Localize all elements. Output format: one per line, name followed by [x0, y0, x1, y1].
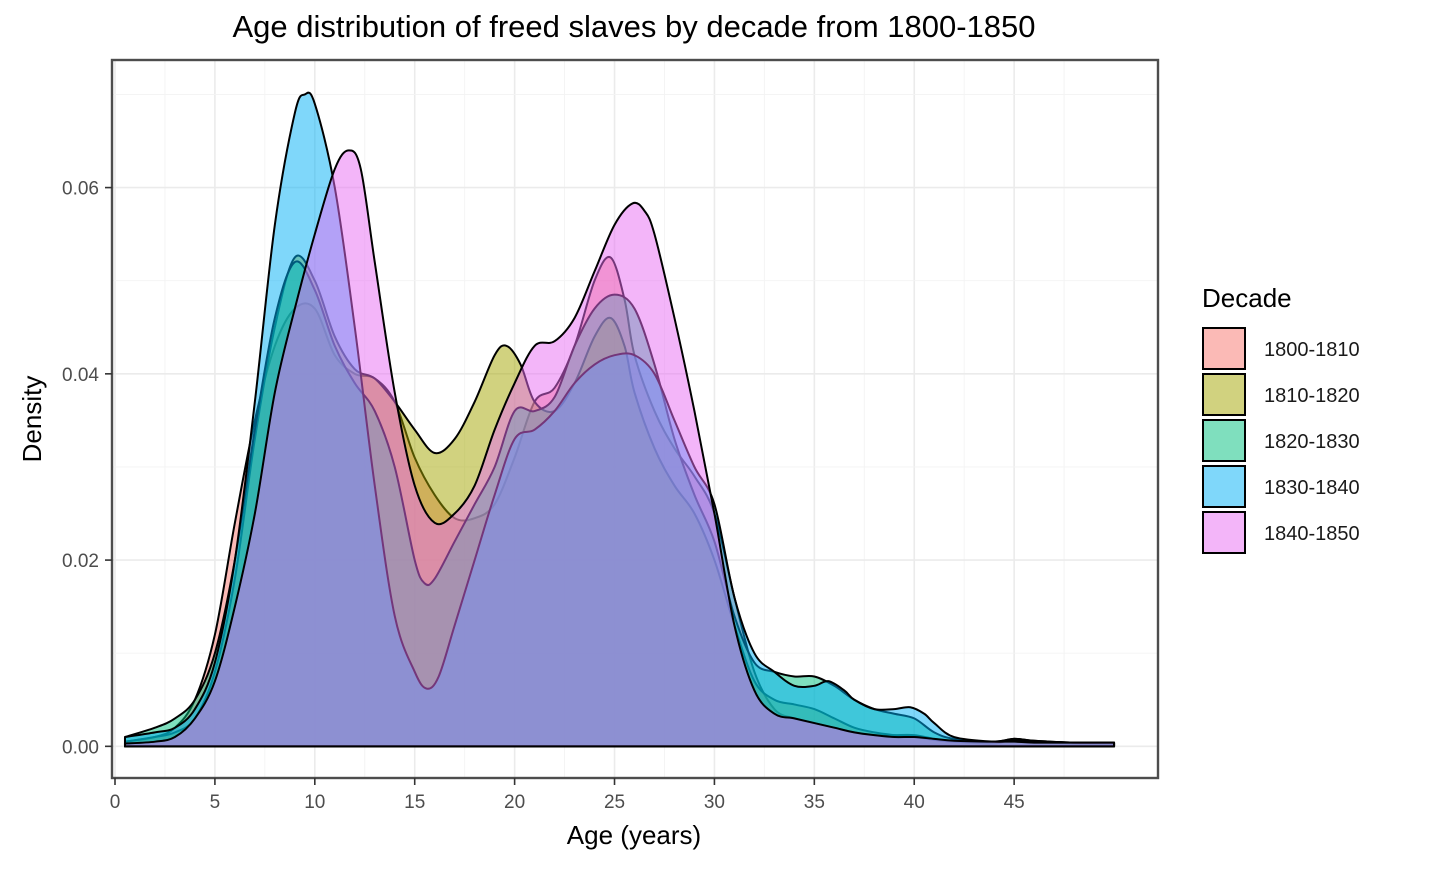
legend-label: 1830-1840: [1264, 477, 1360, 499]
legend-title: Decade: [1202, 283, 1292, 313]
y-tick-label: 0.00: [62, 737, 99, 758]
y-tick-label: 0.02: [62, 551, 99, 572]
legend-key-1800-1810: [1202, 327, 1246, 370]
x-tick-label: 20: [504, 792, 525, 813]
legend-label: 1810-1820: [1264, 385, 1360, 407]
y-tick-label: 0.06: [62, 179, 99, 200]
x-tick-label: 0: [110, 792, 121, 813]
plot-border: [110, 58, 1160, 780]
y-axis-title: Density: [17, 376, 47, 463]
legend-key-1830-1840: [1202, 465, 1246, 508]
density-area-1840-1850: [123, 149, 1116, 748]
legend-key-1820-1830: [1202, 419, 1246, 462]
legend-label: 1820-1830: [1264, 431, 1360, 453]
x-tick-label: 40: [904, 792, 925, 813]
legend-key-1810-1820: [1202, 373, 1246, 416]
y-axis: 0.00 0.02 0.04 0.06: [62, 179, 112, 758]
y-tick-label: 0.04: [62, 365, 99, 386]
x-tick-label: 30: [704, 792, 725, 813]
x-tick-label: 10: [304, 792, 325, 813]
x-tick-label: 15: [404, 792, 425, 813]
chart-title: Age distribution of freed slaves by deca…: [232, 9, 1035, 44]
legend: Decade 1800-1810 1810-1820 1820-1830 1830-1…: [1202, 283, 1360, 554]
density-areas: [123, 91, 1116, 748]
x-tick-label: 25: [604, 792, 625, 813]
legend-label: 1800-1810: [1264, 339, 1360, 361]
x-tick-label: 35: [804, 792, 825, 813]
legend-label: 1840-1850: [1264, 523, 1360, 545]
legend-key-1840-1850: [1202, 511, 1246, 554]
x-tick-label: 5: [210, 792, 221, 813]
x-axis: 0 5 10 15 20 25 30 35 40 45: [110, 778, 1025, 813]
x-axis-title: Age (years): [567, 820, 701, 850]
x-tick-label: 45: [1004, 792, 1025, 813]
